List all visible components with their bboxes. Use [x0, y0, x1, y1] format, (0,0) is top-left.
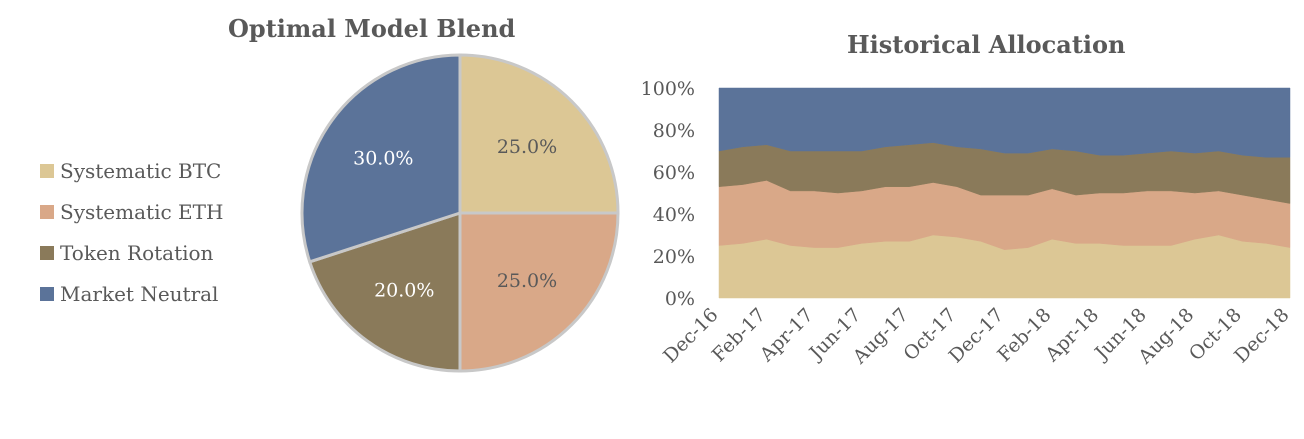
y-tick-label: 100%	[641, 78, 695, 100]
pie-data-label: 20.0%	[374, 280, 434, 302]
area-chart-title: Historical Allocation	[847, 30, 1126, 59]
pie-legend: Systematic BTC Systematic ETH Token Rota…	[40, 150, 223, 314]
pie-chart-title: Optimal Model Blend	[228, 14, 516, 43]
pie-slice-market-neutral	[300, 53, 462, 264]
legend-label: Systematic BTC	[60, 158, 222, 183]
legend-swatch	[40, 163, 54, 178]
x-tick-label: Feb-18	[993, 304, 1055, 366]
legend-swatch	[40, 204, 54, 219]
y-tick-label: 20%	[653, 246, 695, 268]
legend-label: Systematic ETH	[60, 199, 224, 224]
legend-label: Token Rotation	[60, 240, 214, 265]
x-tick-label: Apr-18	[1041, 304, 1104, 367]
pie-slice-token-rotation	[307, 210, 462, 373]
legend-item-systematic-btc: Systematic BTC	[40, 150, 223, 191]
x-tick-label: Dec-16	[659, 304, 722, 367]
x-tick-label: Apr-17	[755, 304, 818, 367]
legend-swatch	[40, 245, 54, 260]
y-tick-label: 80%	[653, 120, 695, 142]
pie-chart: 25.0% 25.0% 20.0% 30.0%	[300, 53, 620, 373]
y-tick-label: 40%	[653, 204, 695, 226]
area-chart: 0%20%40%60%80%100%Dec-16Feb-17Apr-17Jun-…	[641, 78, 1294, 369]
legend-item-token-rotation: Token Rotation	[40, 232, 223, 273]
legend-swatch	[40, 286, 54, 301]
y-tick-label: 60%	[653, 162, 695, 184]
pie-data-label: 30.0%	[353, 147, 413, 169]
pie-slice-systematic-eth	[458, 211, 620, 373]
area-series-3	[718, 87, 1291, 158]
x-tick-label: Feb-17	[708, 304, 770, 366]
legend-item-systematic-eth: Systematic ETH	[40, 191, 223, 232]
legend-label: Market Neutral	[60, 281, 219, 306]
y-tick-label: 0%	[665, 288, 695, 310]
pie-data-label: 25.0%	[497, 136, 557, 158]
pie-data-label: 25.0%	[497, 270, 557, 292]
legend-item-market-neutral: Market Neutral	[40, 273, 223, 314]
pie-slice-systematic-btc	[458, 53, 620, 215]
